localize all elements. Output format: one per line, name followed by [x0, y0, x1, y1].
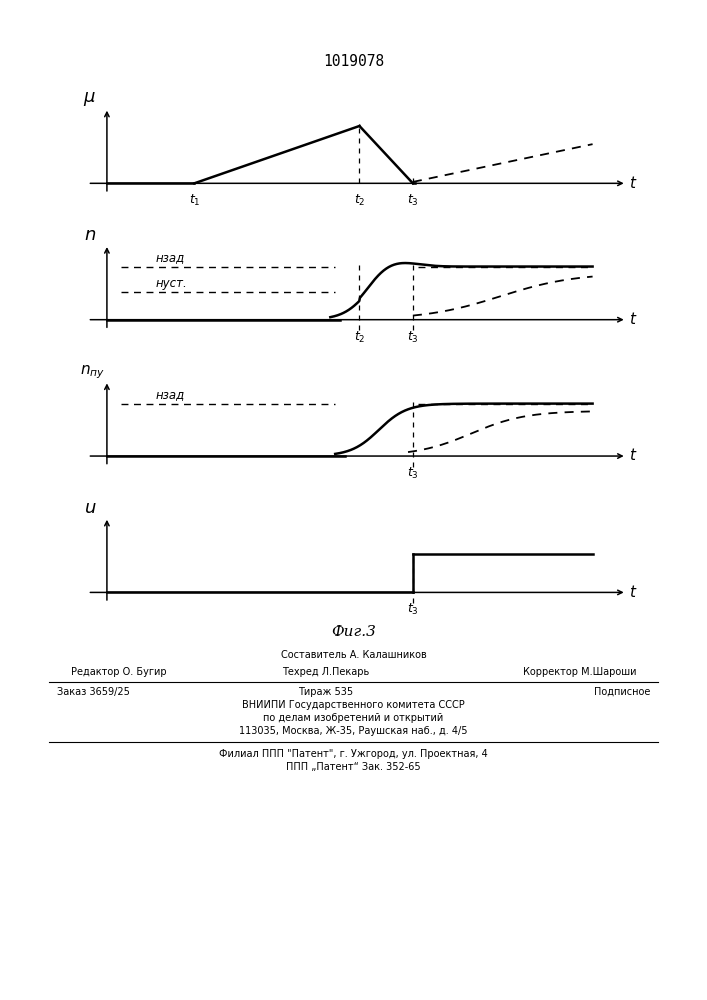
- Text: нзад: нзад: [156, 389, 185, 402]
- Text: Заказ 3659/25: Заказ 3659/25: [57, 687, 129, 697]
- Text: Редактор О. Бугир: Редактор О. Бугир: [71, 667, 166, 677]
- Text: ВНИИПИ Государственного комитета СССР: ВНИИПИ Государственного комитета СССР: [242, 700, 465, 710]
- Text: Тираж 535: Тираж 535: [298, 687, 353, 697]
- Text: Составитель А. Калашников: Составитель А. Калашников: [281, 650, 426, 660]
- Text: Техред Л.Пекарь: Техред Л.Пекарь: [281, 667, 369, 677]
- Text: ППП „Патент“ Зак. 352-65: ППП „Патент“ Зак. 352-65: [286, 762, 421, 772]
- Text: $t_3$: $t_3$: [407, 466, 419, 481]
- Text: нзад: нзад: [156, 251, 185, 264]
- Text: $t$: $t$: [629, 311, 638, 327]
- Text: нуст.: нуст.: [156, 277, 187, 290]
- Text: $t_1$: $t_1$: [189, 193, 200, 208]
- Text: Филиал ППП "Патент", г. Ужгород, ул. Проектная, 4: Филиал ППП "Патент", г. Ужгород, ул. Про…: [219, 749, 488, 759]
- Text: Корректор М.Шароши: Корректор М.Шароши: [522, 667, 636, 677]
- Text: $t_3$: $t_3$: [407, 329, 419, 345]
- Text: 113035, Москва, Ж-35, Раушская наб., д. 4/5: 113035, Москва, Ж-35, Раушская наб., д. …: [239, 726, 468, 736]
- Text: $t_3$: $t_3$: [407, 602, 419, 617]
- Text: Фиг.3: Фиг.3: [331, 625, 376, 639]
- Text: $\mu$: $\mu$: [83, 90, 96, 108]
- Text: $t$: $t$: [629, 175, 638, 191]
- Text: 1019078: 1019078: [323, 54, 384, 70]
- Text: $n_{пу}$: $n_{пу}$: [80, 363, 105, 381]
- Text: $t$: $t$: [629, 447, 638, 463]
- Text: $t_3$: $t_3$: [407, 193, 419, 208]
- Text: $t$: $t$: [629, 584, 638, 600]
- Text: Подписное: Подписное: [594, 687, 650, 697]
- Text: $t_2$: $t_2$: [354, 193, 366, 208]
- Text: по делам изобретений и открытий: по делам изобретений и открытий: [264, 713, 443, 723]
- Text: $t_2$: $t_2$: [354, 329, 366, 345]
- Text: $u$: $u$: [83, 499, 96, 517]
- Text: $n$: $n$: [84, 226, 96, 244]
